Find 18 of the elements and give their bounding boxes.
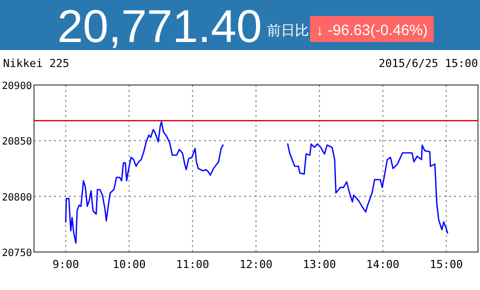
chart-title: 20,771.40	[57, 0, 262, 52]
x-tick-label: 9:00	[52, 258, 79, 271]
x-tick-label: 14:00	[366, 258, 400, 271]
chart-subtitle: Nikkei 225	[3, 57, 70, 70]
y-tick-label: 20850	[2, 136, 32, 148]
x-tick-label: 10:00	[112, 258, 146, 271]
line-series	[287, 143, 448, 234]
text: ↓ -96.63(-0.46%)	[316, 22, 428, 39]
line-series	[65, 121, 224, 244]
x-tick-label: 12:00	[239, 258, 273, 271]
y-tick-label: 20750	[2, 248, 32, 259]
text: 2015/6/25 15:00	[378, 57, 478, 70]
x-tick-label: 15:00	[430, 258, 463, 271]
y-tick-label: 20800	[2, 192, 32, 204]
x-tick-label: 13:00	[302, 258, 336, 271]
y-tick-label: 20900	[2, 81, 32, 92]
text: 前日比	[267, 22, 309, 38]
x-tick-label: 11:00	[176, 258, 210, 271]
